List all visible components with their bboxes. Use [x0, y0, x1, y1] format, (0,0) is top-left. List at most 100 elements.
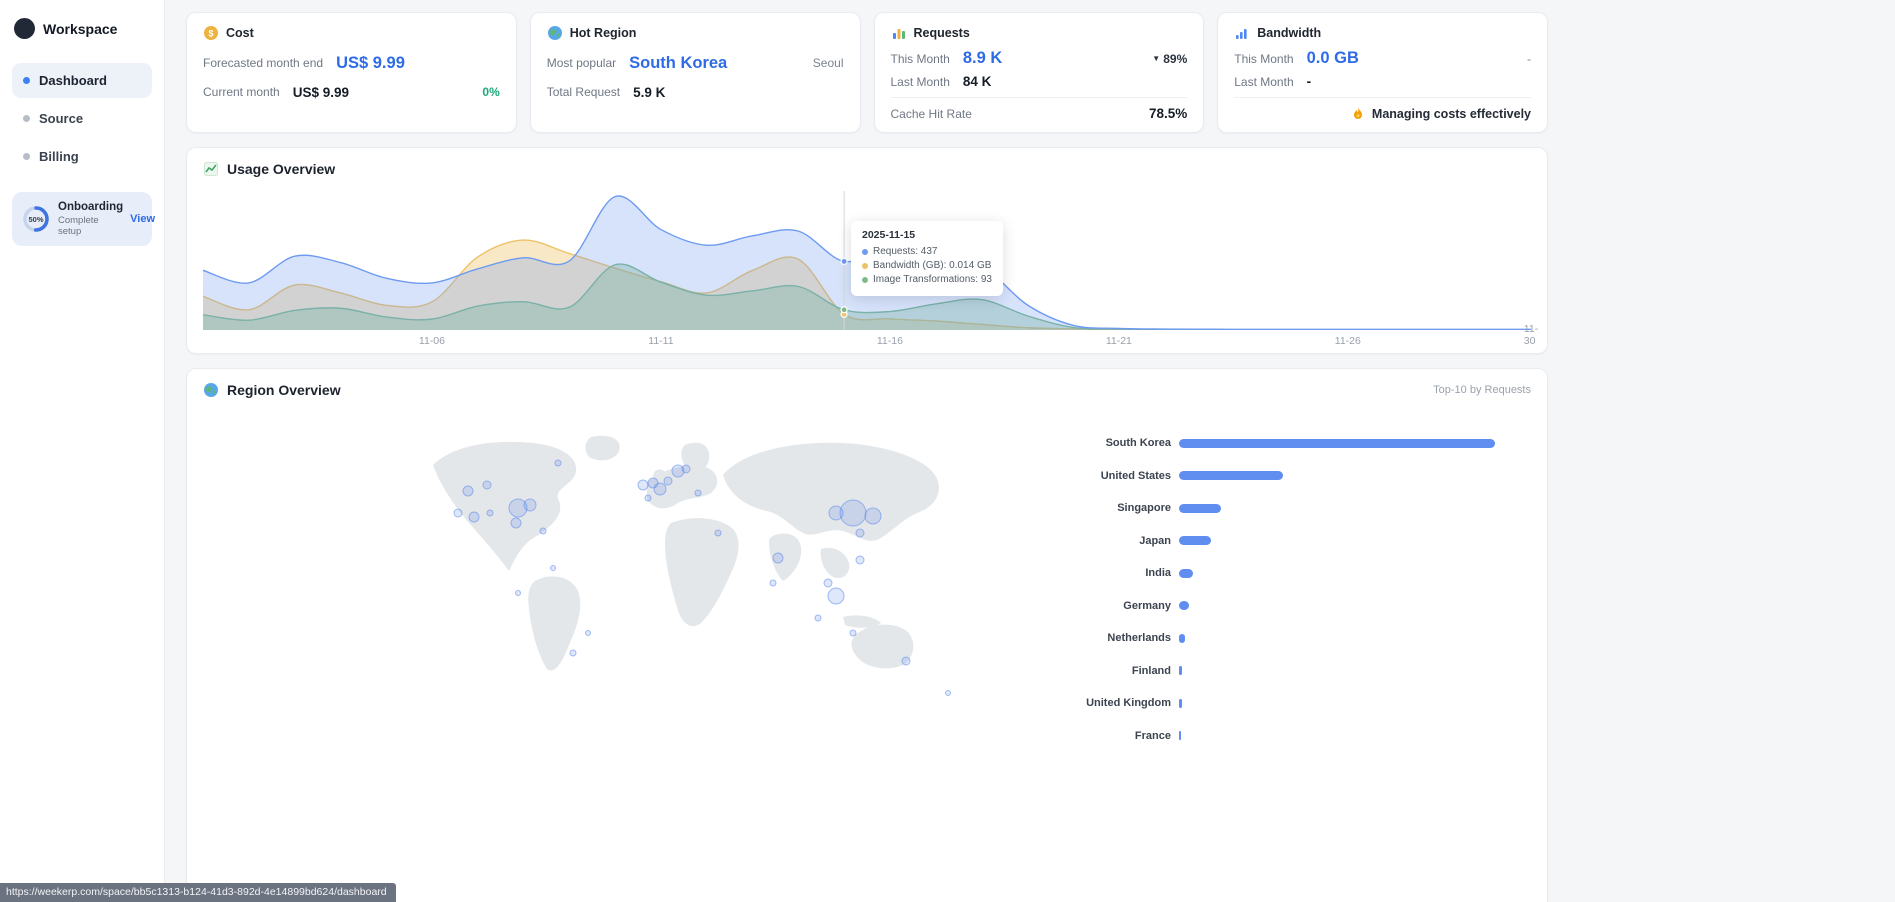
- tooltip-row: Requests: 437: [862, 246, 992, 257]
- series-dot-icon: [862, 276, 868, 283]
- series-dot-icon: [862, 262, 868, 269]
- continent-australia: [851, 624, 914, 669]
- main-content: $ Cost Forecasted month end US$ 9.99 Cur…: [186, 12, 1548, 902]
- x-axis-tick: 11-26: [1334, 335, 1361, 347]
- requests-delta-value: 89%: [1163, 51, 1188, 66]
- tooltip-row: Bandwidth (GB): 0.014 GB: [862, 260, 992, 271]
- tooltip-row-text: Bandwidth (GB): 0.014 GB: [873, 260, 992, 271]
- hot-region-city: Seoul: [812, 56, 844, 70]
- region-country-label: India: [1145, 567, 1171, 579]
- requests-last-month-label: Last Month: [890, 74, 950, 89]
- nav-dot-icon: [23, 115, 30, 122]
- continent-scandinavia: [681, 442, 710, 473]
- region-row: Germany: [887, 596, 1509, 616]
- hot-region-card: Hot Region Most popular South Korea Seou…: [529, 12, 861, 133]
- continent-asia: [723, 442, 939, 541]
- usage-chart: 11-06 11-11 11-16 11-21 11-26 11-30 2025-11-1…: [203, 181, 1538, 347]
- svg-text:$: $: [208, 29, 213, 39]
- onboarding-view-link[interactable]: View: [130, 213, 156, 225]
- flame-icon: [1350, 106, 1366, 122]
- status-url: https://weekerp.com/space/bb5c1313-b124-…: [0, 883, 396, 902]
- workspace-logo-icon: [14, 18, 35, 39]
- cost-card-title: Cost: [226, 26, 254, 40]
- region-bar-track: [1179, 471, 1509, 480]
- region-bar-track: [1179, 633, 1509, 643]
- cost-change-badge: 0%: [482, 85, 500, 99]
- region-bar-track: [1179, 568, 1509, 578]
- requests-this-month-label: This Month: [890, 51, 950, 66]
- requests-card: Requests This Month 8.9 K 89% Last Month…: [873, 12, 1205, 133]
- region-bar-track: [1179, 698, 1509, 708]
- region-row: United States: [887, 466, 1509, 486]
- total-request-value: 5.9 K: [633, 84, 666, 100]
- onboarding-title: Onboarding: [58, 201, 124, 213]
- region-bar-track: [1179, 731, 1509, 740]
- region-bar-track: [1179, 536, 1509, 545]
- tooltip-date: 2025-11-15: [862, 229, 916, 241]
- region-bar-track: [1179, 601, 1509, 610]
- bandwidth-footer-note: Managing costs effectively: [1371, 107, 1531, 121]
- continent-africa: [665, 518, 739, 627]
- chart-tooltip: 2025-11-15 Requests: 437 Bandwidth (GB): …: [851, 221, 1003, 296]
- x-axis-tick: 11-06: [418, 335, 445, 347]
- cost-forecast-label: Forecasted month end: [203, 56, 324, 70]
- continent-greenland: [585, 435, 620, 461]
- onboarding-text: Onboarding Complete setup: [58, 201, 123, 237]
- cost-current-label: Current month: [203, 85, 280, 99]
- region-bar: [1179, 666, 1183, 675]
- sidebar-item-label: Dashboard: [39, 73, 107, 88]
- tooltip-row-text: Requests: 437: [873, 246, 938, 257]
- continent-south-america: [528, 576, 581, 671]
- region-country-label: United Kingdom: [1086, 697, 1171, 709]
- region-bar: [1179, 633, 1185, 643]
- bandwidth-last-month-value: -: [1306, 74, 1312, 89]
- region-bar: [1179, 731, 1181, 740]
- traffic-markers: [453, 459, 951, 696]
- workspace-header: Workspace: [14, 18, 150, 39]
- workspace-title: Workspace: [43, 20, 118, 37]
- most-popular-label: Most popular: [546, 56, 617, 70]
- nav-dot-icon: [23, 77, 30, 84]
- requests-this-month-value: 8.9 K: [962, 49, 1003, 67]
- region-bar: [1179, 438, 1495, 448]
- bandwidth-card: Bandwidth This Month 0.0 GB - Last Month…: [1217, 12, 1548, 133]
- nav-dot-icon: [23, 153, 30, 160]
- region-bar: [1179, 568, 1193, 578]
- sidebar-item-source[interactable]: Source: [12, 101, 152, 136]
- usage-overview-card: Usage Overview 11-06 11-11 11-16 11-21 11-26…: [186, 147, 1548, 354]
- money-icon: $: [203, 25, 219, 41]
- sidebar-item-billing[interactable]: Billing: [12, 139, 152, 174]
- onboarding-progress-ring: 50%: [21, 204, 51, 234]
- region-bar-track: [1179, 503, 1509, 513]
- region-country-label: France: [1134, 729, 1171, 742]
- region-row: India: [887, 563, 1509, 583]
- bandwidth-delta: -: [1527, 51, 1531, 66]
- total-request-label: Total Request: [546, 85, 621, 99]
- trend-down-icon: [1152, 55, 1160, 63]
- region-bar-list: South Korea United States Singapore Japan In…: [887, 433, 1509, 758]
- region-bar-track: [1179, 438, 1509, 448]
- sidebar: Workspace Dashboard Source Billing 50% Onb…: [0, 0, 165, 902]
- cost-current-value: US$ 9.99: [292, 84, 349, 100]
- globe-icon: [547, 25, 563, 41]
- requests-delta: 89%: [1152, 52, 1187, 66]
- onboarding-progress-label: 50%: [28, 214, 44, 224]
- sidebar-item-dashboard[interactable]: Dashboard: [12, 63, 152, 98]
- region-row: United Kingdom: [887, 693, 1509, 713]
- region-row: Netherlands: [887, 628, 1509, 648]
- region-row: Singapore: [887, 498, 1509, 518]
- region-overview-hint: Top-10 by Requests: [1433, 384, 1531, 396]
- bandwidth-this-month-value: 0.0 GB: [1306, 49, 1359, 67]
- requests-last-month-value: 84 K: [962, 74, 992, 89]
- stats-row: $ Cost Forecasted month end US$ 9.99 Cur…: [186, 12, 1548, 133]
- most-popular-value: South Korea: [629, 53, 728, 72]
- onboarding-subtitle: Complete setup: [58, 215, 99, 237]
- progress-ring-icon: [23, 206, 49, 232]
- hot-region-card-title: Hot Region: [569, 26, 637, 40]
- onboarding-card: 50% Onboarding Complete setup View: [12, 192, 156, 246]
- sidebar-item-label: Source: [39, 111, 84, 126]
- cost-card: $ Cost Forecasted month end US$ 9.99 Cur…: [186, 12, 517, 133]
- continent-india: [769, 533, 802, 581]
- region-country-label: Germany: [1123, 599, 1171, 612]
- cost-forecast-value: US$ 9.99: [336, 53, 405, 72]
